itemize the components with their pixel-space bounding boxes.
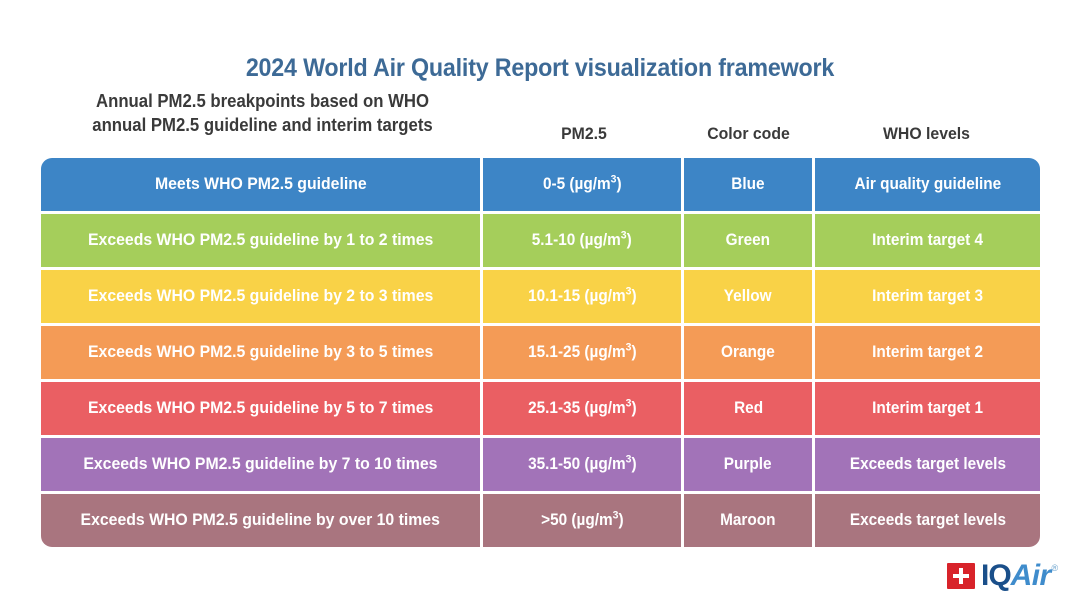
column-divider	[681, 494, 685, 547]
cell-who-level: Interim target 1	[815, 382, 1040, 435]
logo-text-iq: IQ	[981, 559, 1012, 592]
column-divider	[812, 382, 816, 435]
cell-description: Exceeds WHO PM2.5 guideline by 5 to 7 ti…	[41, 382, 481, 435]
column-divider	[480, 382, 484, 435]
column-divider	[681, 438, 685, 491]
cell-description: Exceeds WHO PM2.5 guideline by 3 to 5 ti…	[41, 326, 481, 379]
column-divider	[681, 214, 685, 267]
cell-pm25-range: 15.1-25 (µg/m3)	[483, 326, 682, 379]
cell-description: Exceeds WHO PM2.5 guideline by 7 to 10 t…	[41, 438, 481, 491]
column-divider	[480, 326, 484, 379]
left-column-header-line2: annual PM2.5 guideline and interim targe…	[92, 114, 433, 135]
column-header-pm25: PM2.5	[561, 124, 607, 143]
registered-trademark-icon: ®	[1051, 563, 1059, 573]
column-divider	[681, 270, 685, 323]
cell-pm25-range: 0-5 (µg/m3)	[483, 158, 682, 211]
cell-pm25-range: >50 (µg/m3)	[483, 494, 682, 547]
column-divider	[480, 494, 484, 547]
cell-who-level: Exceeds target levels	[815, 438, 1040, 491]
table-row: Exceeds WHO PM2.5 guideline by over 10 t…	[41, 494, 1040, 547]
column-divider	[812, 494, 816, 547]
breakpoints-table: Meets WHO PM2.5 guideline 0-5 (µg/m3) Blue…	[41, 158, 1040, 547]
column-divider	[480, 158, 484, 211]
cell-who-level: Exceeds target levels	[815, 494, 1040, 547]
column-divider	[812, 438, 816, 491]
table-row: Exceeds WHO PM2.5 guideline by 1 to 2 ti…	[41, 214, 1040, 267]
cell-color-name: Blue	[684, 158, 813, 211]
cell-color-name: Orange	[684, 326, 813, 379]
column-divider	[681, 326, 685, 379]
column-header-color-code: Color code	[707, 124, 790, 143]
column-headers: PM2.5 Color code WHO levels	[484, 124, 1040, 144]
table-row: Exceeds WHO PM2.5 guideline by 7 to 10 t…	[41, 438, 1040, 491]
cell-pm25-range: 35.1-50 (µg/m3)	[483, 438, 682, 491]
cell-who-level: Interim target 2	[815, 326, 1040, 379]
cell-pm25-range: 25.1-35 (µg/m3)	[483, 382, 682, 435]
cell-color-name: Red	[684, 382, 813, 435]
column-header-who-levels: WHO levels	[882, 124, 970, 143]
cell-who-level: Interim target 4	[815, 214, 1040, 267]
column-divider	[681, 382, 685, 435]
column-divider	[812, 158, 816, 211]
column-divider	[480, 438, 484, 491]
cell-color-name: Purple	[684, 438, 813, 491]
column-divider	[681, 158, 685, 211]
cell-pm25-range: 10.1-15 (µg/m3)	[483, 270, 682, 323]
cell-description: Exceeds WHO PM2.5 guideline by 1 to 2 ti…	[41, 214, 481, 267]
cell-color-name: Maroon	[684, 494, 813, 547]
left-column-header-line1: Annual PM2.5 breakpoints based on WHO	[96, 91, 429, 111]
column-divider	[812, 270, 816, 323]
cell-pm25-range: 5.1-10 (µg/m3)	[483, 214, 682, 267]
column-divider	[480, 270, 484, 323]
left-column-header: Annual PM2.5 breakpoints based on WHO an…	[57, 90, 469, 138]
column-divider	[812, 326, 816, 379]
swiss-cross-icon	[947, 563, 975, 589]
logo-text-air: Air	[1010, 559, 1051, 592]
column-divider	[812, 214, 816, 267]
table-row: Exceeds WHO PM2.5 guideline by 2 to 3 ti…	[41, 270, 1040, 323]
table-row: Exceeds WHO PM2.5 guideline by 5 to 7 ti…	[41, 382, 1040, 435]
page-title: 2024 World Air Quality Report visualizat…	[245, 54, 835, 82]
cell-color-name: Green	[684, 214, 813, 267]
cell-who-level: Air quality guideline	[815, 158, 1040, 211]
table-row: Exceeds WHO PM2.5 guideline by 3 to 5 ti…	[41, 326, 1040, 379]
cell-who-level: Interim target 3	[815, 270, 1040, 323]
cell-color-name: Yellow	[684, 270, 813, 323]
cell-description: Exceeds WHO PM2.5 guideline by over 10 t…	[41, 494, 481, 547]
iqair-logo: IQ Air ®	[947, 560, 1058, 592]
cell-description: Meets WHO PM2.5 guideline	[41, 158, 481, 211]
column-divider	[480, 214, 484, 267]
table-row: Meets WHO PM2.5 guideline 0-5 (µg/m3) Blue…	[41, 158, 1040, 211]
cell-description: Exceeds WHO PM2.5 guideline by 2 to 3 ti…	[41, 270, 481, 323]
